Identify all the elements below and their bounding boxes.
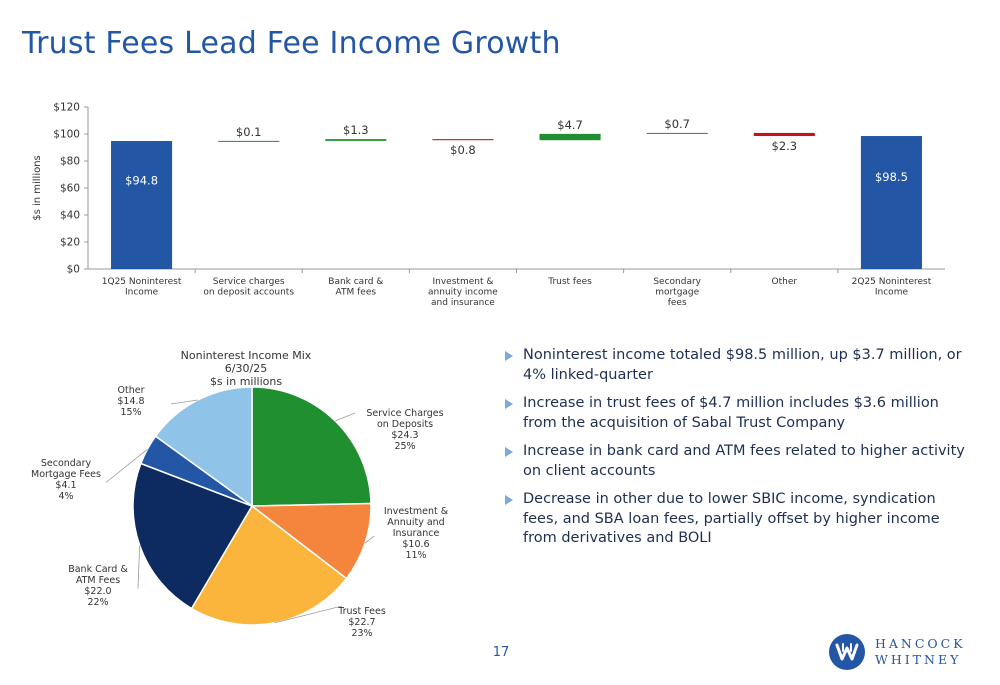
pie-slice-label: 4% <box>58 491 73 502</box>
category-label: Service charges <box>213 277 285 287</box>
bullet-arrow-icon <box>505 351 513 361</box>
bar-value-label: $1.3 <box>343 123 369 137</box>
category-label: 2Q25 Noninterest <box>852 277 932 287</box>
bullet-text: Increase in trust fees of $4.7 million i… <box>523 395 939 431</box>
waterfall-bar <box>432 139 494 141</box>
pie-slice-label: Insurance <box>393 528 440 539</box>
bar-value-label: $4.7 <box>557 118 583 132</box>
bullet-item: Noninterest income totaled $98.5 million… <box>505 346 975 385</box>
bar-value-label: $94.8 <box>125 174 158 188</box>
company-logo: HANCOCK WHITNEY <box>829 632 979 672</box>
logo-mark-icon <box>829 634 865 670</box>
y-tick-label: $40 <box>60 210 80 222</box>
y-tick-label: $60 <box>60 183 80 195</box>
pie-leader-line <box>274 605 343 624</box>
category-label: fees <box>668 298 687 308</box>
bar-value-label: $0.7 <box>664 117 690 131</box>
logo-wordmark-line1: HANCOCK <box>875 636 966 651</box>
pie-slice <box>249 502 372 580</box>
pie-title-line: 6/30/25 <box>225 362 267 375</box>
logo-wordmark-line2: WHITNEY <box>875 652 962 667</box>
pie-slice-label: $4.1 <box>55 480 76 491</box>
pie-leader-line <box>364 535 375 544</box>
pie-slice-label: 15% <box>120 407 141 418</box>
pie-slice-label: Annuity and <box>387 517 444 528</box>
category-label: Investment & <box>433 277 494 287</box>
category-label: ATM fees <box>336 288 377 298</box>
bullet-arrow-icon <box>505 495 513 505</box>
y-tick-label: $100 <box>53 129 80 141</box>
y-tick-label: $20 <box>60 237 80 249</box>
category-label: Trust fees <box>547 277 592 287</box>
waterfall-bar <box>646 132 708 134</box>
pie-slice-label: Service Charges <box>366 408 443 419</box>
pie-slice-label: Trust Fees <box>337 606 386 617</box>
bullet-item: Increase in bank card and ATM fees relat… <box>505 442 975 481</box>
waterfall-bar <box>753 132 815 137</box>
pie-slice-label: $24.3 <box>391 430 418 441</box>
waterfall-bar <box>325 139 387 141</box>
category-label: on deposit accounts <box>203 288 294 298</box>
pie-slice-label: $10.6 <box>402 539 429 550</box>
slide-title: Trust Fees Lead Fee Income Growth <box>22 26 561 61</box>
pie-slice-label: on Deposits <box>377 419 433 430</box>
category-label: Secondary <box>653 277 701 287</box>
pie-leader-line <box>335 412 356 422</box>
pie-slice-label: $22.0 <box>84 586 111 597</box>
category-label: mortgage <box>655 288 699 298</box>
category-label: 1Q25 Noninterest <box>102 277 182 287</box>
category-label: Income <box>125 288 159 298</box>
category-label: Other <box>772 277 798 287</box>
pie-slice <box>132 462 254 610</box>
pie-slice-label: 23% <box>351 628 372 639</box>
pie-slice-label: 11% <box>405 550 426 561</box>
category-label: Income <box>875 288 909 298</box>
pie-slice-label: Other <box>118 385 145 396</box>
category-label: and insurance <box>431 298 495 308</box>
bar-value-label: $98.5 <box>875 170 908 184</box>
pie-leader-line <box>105 449 148 483</box>
pie-slice-label: Secondary <box>41 458 92 469</box>
pie-slice-label: Bank Card & <box>68 564 128 575</box>
pie-slice <box>154 386 253 508</box>
pie-slice-label: $22.7 <box>348 617 375 628</box>
category-label: Bank card & <box>328 277 383 287</box>
category-label: annuity income <box>428 288 498 298</box>
waterfall-bar <box>539 133 601 141</box>
pie-slice <box>251 386 372 507</box>
page-number: 17 <box>492 645 510 660</box>
bullet-item: Decrease in other due to lower SBIC inco… <box>505 490 975 549</box>
pie-slice-label: Investment & <box>384 506 449 517</box>
y-tick-label: $80 <box>60 156 80 168</box>
waterfall-chart: $s in millions $0 $20 $40 $60 $80 $100 $120 $94.… <box>32 102 945 308</box>
bullet-arrow-icon <box>505 447 513 457</box>
pie-slice-label: 25% <box>394 441 415 452</box>
bullet-arrow-icon <box>505 399 513 409</box>
y-tick-label: $0 <box>67 264 80 276</box>
bullet-item: Increase in trust fees of $4.7 million i… <box>505 394 975 433</box>
pie-leader-line <box>170 399 198 405</box>
bar-value-label: $0.8 <box>450 143 476 157</box>
y-tick-label: $120 <box>53 102 80 114</box>
commentary-bullet-list: Noninterest income totaled $98.5 million… <box>505 346 975 558</box>
waterfall-bar <box>860 136 922 269</box>
pie-title-line: Noninterest Income Mix <box>181 349 312 362</box>
pie-slice-label: $14.8 <box>117 396 144 407</box>
y-axis-title: $s in millions <box>32 155 43 221</box>
pie-slice-label: 22% <box>87 597 108 608</box>
pie-leader-line <box>137 545 141 589</box>
waterfall-bar <box>111 141 173 269</box>
pie-slice-label: Mortgage Fees <box>31 469 101 480</box>
waterfall-bar <box>218 140 280 142</box>
bullet-text: Noninterest income totaled $98.5 million… <box>523 347 962 383</box>
bar-value-label: $2.3 <box>772 139 798 153</box>
bullet-text: Increase in bank card and ATM fees relat… <box>523 443 965 479</box>
bar-value-label: $0.1 <box>236 125 262 139</box>
pie-title-line: $s in millions <box>210 375 282 388</box>
bullet-text: Decrease in other due to lower SBIC inco… <box>523 491 940 546</box>
pie-slice-label: ATM Fees <box>76 575 120 586</box>
